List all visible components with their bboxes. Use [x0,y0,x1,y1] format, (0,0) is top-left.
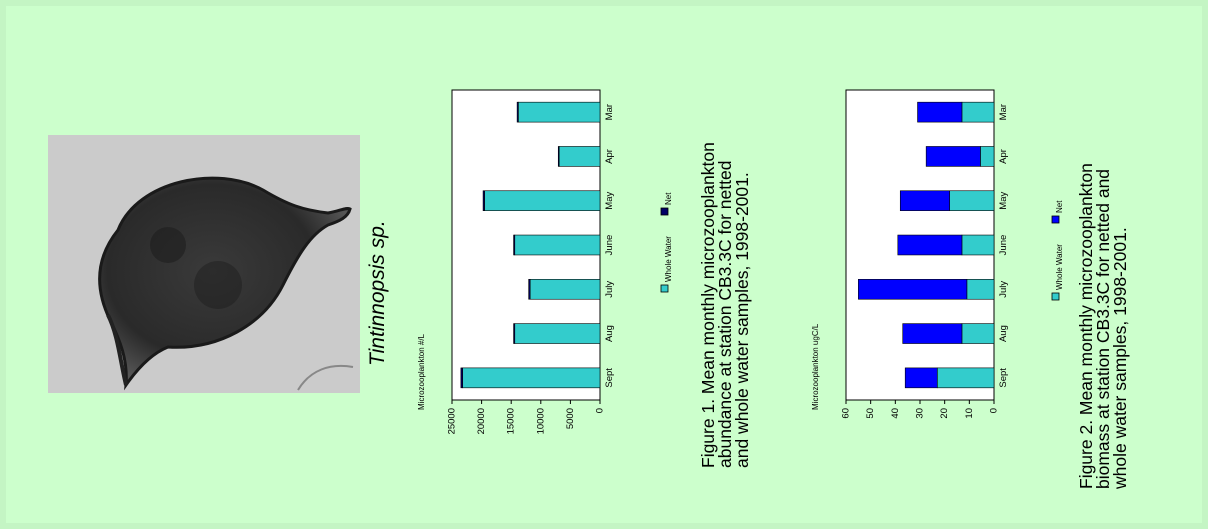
fig2-value-tick-label: 10 [964,408,975,419]
fig2-bar-june-net [897,234,963,256]
fig2-value-tick-label: 30 [915,408,926,419]
fig1-bar-july-whole-water [529,279,601,300]
fig2-legend-label: Whole Water [1055,244,1064,290]
figure2-caption-line-3: whole water samples, 1998-2001. [1110,227,1130,489]
fig1-bar-apr-net [557,146,560,167]
tintinnopsis-photo [48,135,360,393]
fig1-category-label: May [604,191,615,209]
fig1-value-tick-label: 0 [595,408,606,413]
fig2-bar-mar-whole-water [961,101,995,123]
fig1-category-label: June [604,235,615,256]
fig1-bar-apr-whole-water [558,146,601,167]
fig2-category-label: Mar [998,104,1009,120]
fig1-bar-july-net [528,279,531,300]
fig2-legend-label: Net [1055,200,1064,213]
fig2-ylabel: Microzooplankton ugC/L [811,323,820,410]
fig1-ylabel: Microzooplankton #/L [417,333,426,410]
fig1-value-tick-label: 15000 [506,408,517,434]
fig2-category-label: July [998,281,1009,298]
fig2-bar-apr-net [925,146,981,167]
fig1-legend-label: Whole Water [664,236,673,282]
fig2-value-tick-label: 40 [890,408,901,419]
fig2-legend-swatch [1051,215,1060,224]
fig1-category-label: Sept [604,368,615,388]
fig2-value-tick-label: 20 [939,408,950,419]
fig2-value-tick-label: 0 [989,408,1000,413]
fig2-value-tick-label: 60 [841,408,852,419]
fig2-category-label: May [998,191,1009,209]
figure1-caption: Figure 1. Mean monthly microzooplankton … [698,88,752,468]
fig1-category-label: Mar [604,104,615,120]
fig1-bar-mar-whole-water [518,101,601,123]
fig2-bar-sept-whole-water [936,367,995,389]
figure1-caption-line-3: and whole water samples, 1998-2001. [732,172,752,468]
fig2-bar-may-whole-water [949,190,995,211]
fig2-legend-swatch [1051,292,1060,301]
fig1-bar-aug-net [513,323,516,344]
fig1-bar-mar-net [516,101,519,123]
fig2-category-label: Aug [998,325,1009,342]
fig2-bar-apr-whole-water [980,146,995,167]
fig1-legend-swatch [660,207,669,216]
fig1-bar-sept-whole-water [462,367,601,389]
species-label: Tintinnopsis sp. [366,220,389,366]
fig2-category-label: Apr [998,149,1009,164]
fig2-legend: Whole Water Net [1051,200,1064,301]
fig2-value-tick-label: 50 [865,408,876,419]
fig1-bar-sept-net [460,367,463,389]
fig2-bar-sept-net [904,367,938,389]
fig1-bar-june-whole-water [514,234,601,256]
fig1-category-label: July [604,281,615,298]
figure2-chart: Mar Apr May June July Aug Sept 0 10 20 30 40 50 60 Mic… [811,89,1009,419]
fig1-legend-swatch [660,284,669,293]
fig1-legend-label: Net [664,192,673,205]
fig1-bar-june-net [513,234,516,256]
figure1-chart: Mar Apr May June July Aug Sept 0 5000 10000 15000 2… [417,89,615,434]
fig2-bar-aug-whole-water [961,323,995,344]
fig2-bar-july-whole-water [966,279,995,300]
fig1-legend: Whole Water Net [660,192,673,293]
fig2-bar-aug-net [902,323,963,344]
fig1-category-label: Apr [604,149,615,164]
fig2-bar-may-net [899,190,950,211]
fig1-category-label: Aug [604,325,615,342]
fig2-bar-june-whole-water [961,234,995,256]
fig1-value-tick-label: 25000 [447,408,458,434]
fig1-bar-aug-whole-water [514,323,601,344]
fig2-bar-july-net [858,279,968,300]
figure2-caption: Figure 2. Mean monthly microzooplankton … [1076,69,1130,489]
fig2-category-label: Sept [998,368,1009,388]
fig1-bar-may-whole-water [484,190,601,211]
fig2-category-label: June [998,235,1009,256]
fig1-value-tick-label: 20000 [476,408,487,434]
fig1-value-tick-label: 10000 [535,408,546,434]
fig2-bar-mar-net [917,101,963,123]
fig1-bar-may-net [482,190,485,211]
fig1-value-tick-label: 5000 [565,408,576,429]
